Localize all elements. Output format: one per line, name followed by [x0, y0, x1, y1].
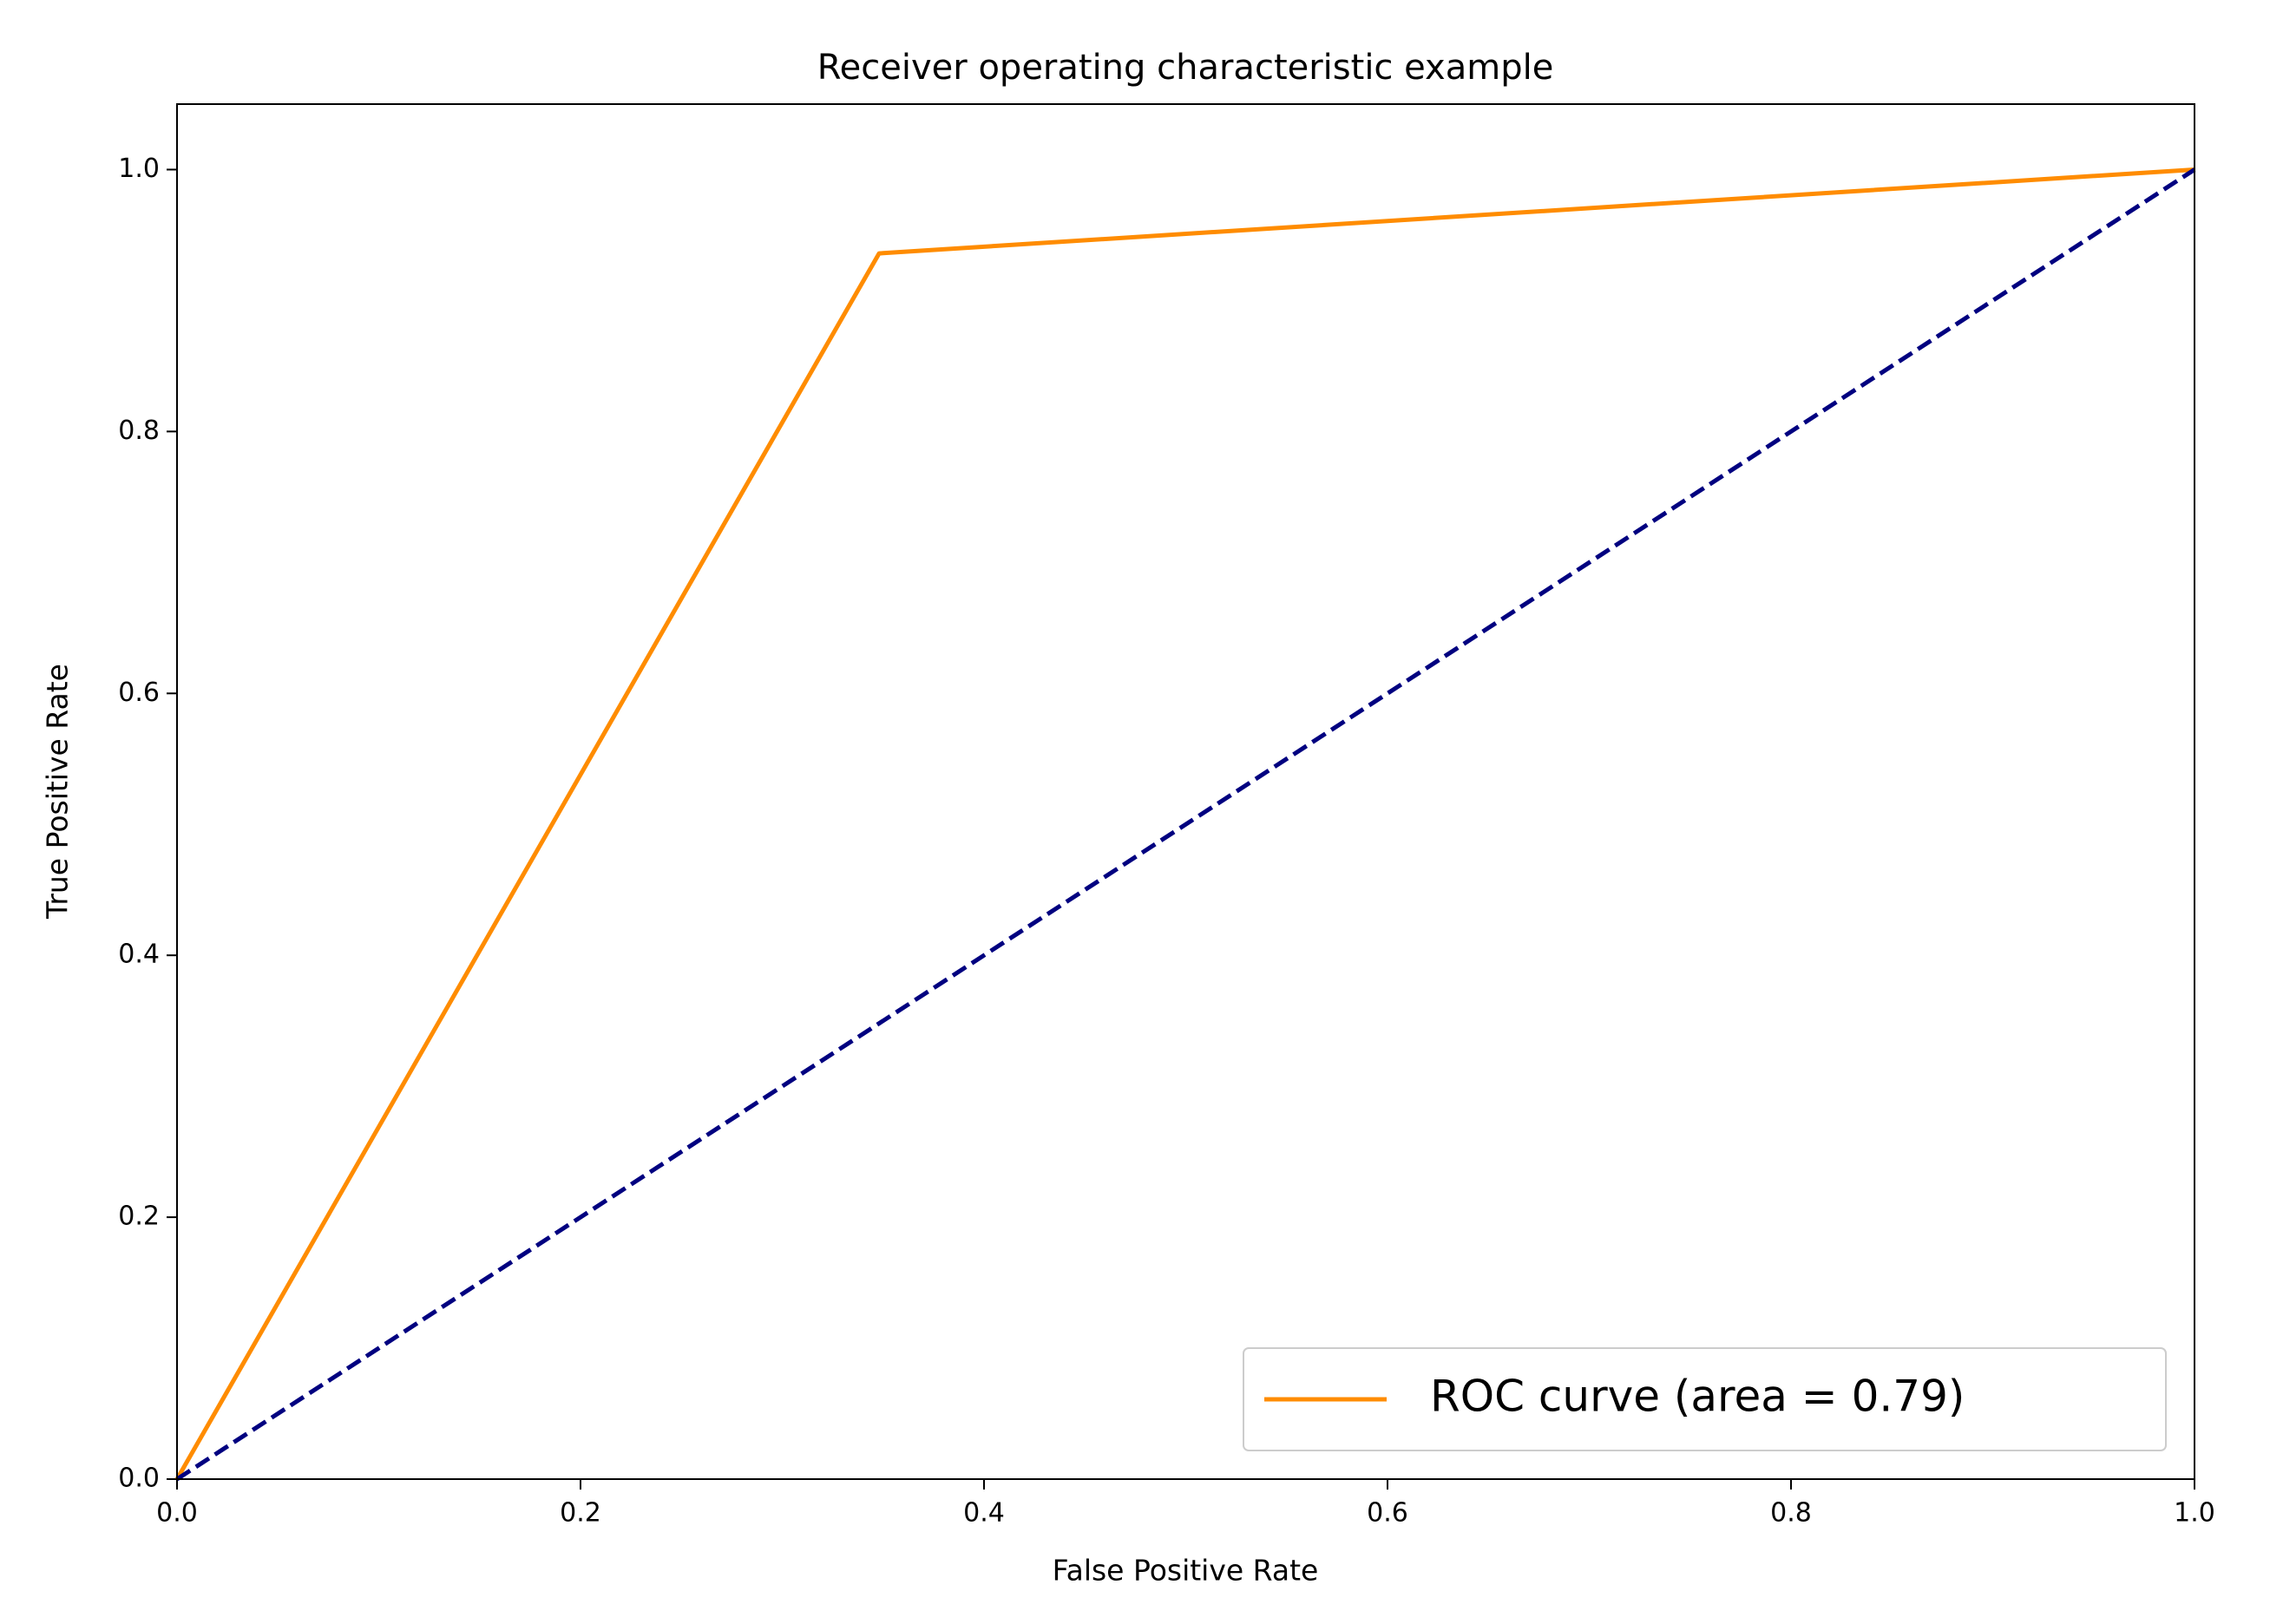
y-tick-label: 1.0 [118, 154, 160, 184]
y-tick-label: 0.8 [118, 416, 160, 446]
x-tick-label: 0.0 [156, 1498, 198, 1529]
y-tick-label: 0.4 [118, 940, 160, 970]
x-tick-label: 0.8 [1770, 1498, 1812, 1529]
x-tick-label: 1.0 [2174, 1498, 2215, 1529]
plot-frame [176, 103, 2195, 1480]
y-tick-label: 0.0 [118, 1464, 160, 1494]
legend-label: ROC curve (area = 0.79) [1430, 1372, 1965, 1422]
chart-title: Receiver operating characteristic exampl… [817, 48, 1554, 88]
x-axis-label: False Positive Rate [1053, 1554, 1319, 1588]
legend-box [1243, 1347, 2167, 1451]
y-tick-label: 0.6 [118, 678, 160, 708]
line-series [174, 167, 2195, 1481]
y-axis-label: True Positive Rate [41, 664, 75, 920]
y-tick-label: 0.2 [118, 1202, 160, 1232]
line-series [175, 167, 2196, 1482]
x-tick-label: 0.4 [963, 1498, 1005, 1529]
x-tick-label: 0.2 [560, 1498, 601, 1529]
x-tick-label: 0.6 [1367, 1498, 1408, 1529]
